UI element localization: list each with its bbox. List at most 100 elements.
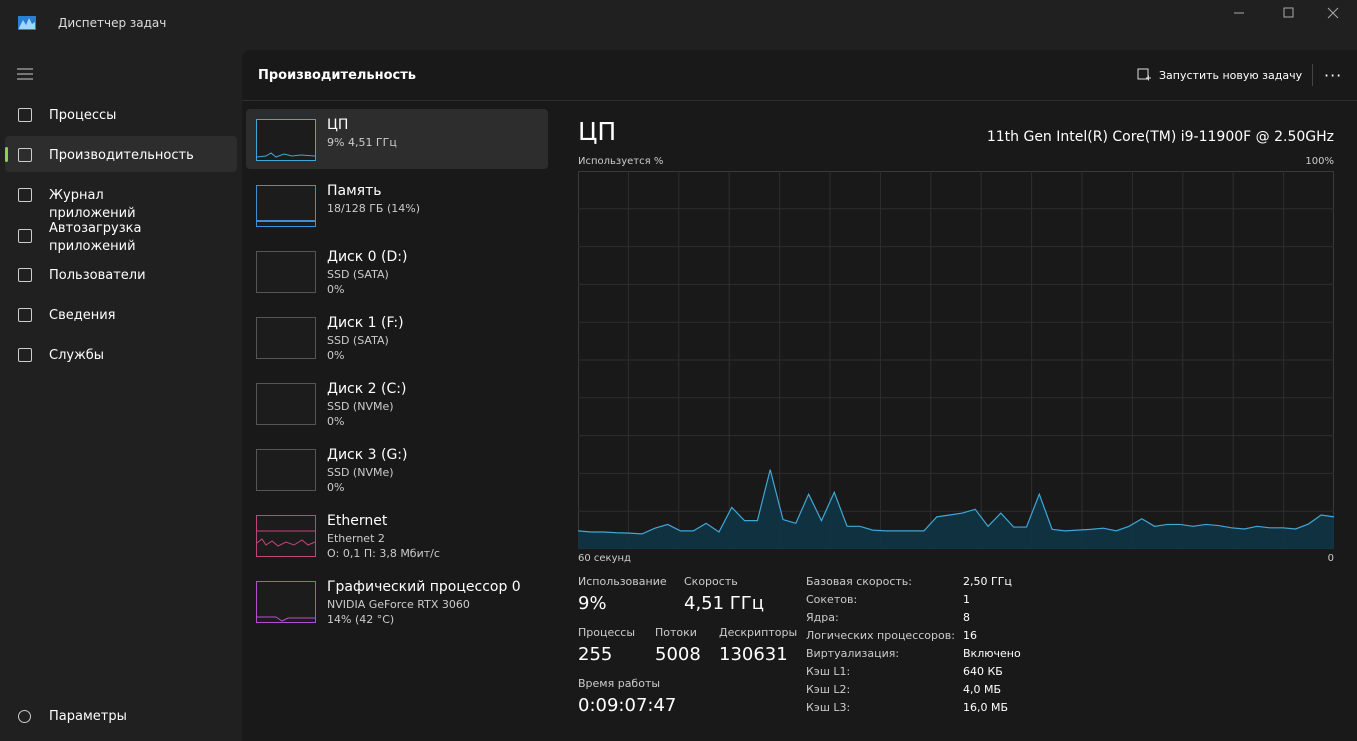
nav-item[interactable]: Автозагрузка приложений bbox=[49, 221, 142, 254]
device-thumbnail bbox=[256, 449, 316, 491]
nav-icon bbox=[18, 188, 32, 202]
detail-label: Логических процессоров: bbox=[806, 629, 955, 642]
device-detail: 18/128 ГБ (14%) bbox=[327, 202, 420, 215]
detail-value: 1 bbox=[963, 593, 970, 606]
detail-label: Виртуализация: bbox=[806, 647, 900, 660]
thumb-frame bbox=[256, 251, 316, 293]
detail-value: 16,0 МБ bbox=[963, 701, 1009, 714]
device-detail: SSD (NVMe) bbox=[327, 466, 394, 479]
device-detail: 0% bbox=[327, 415, 345, 428]
nav-icon bbox=[18, 268, 32, 282]
detail-label: Базовая скорость: bbox=[806, 575, 912, 588]
device-detail: SSD (NVMe) bbox=[327, 400, 394, 413]
window-controls[interactable] bbox=[1220, 0, 1357, 26]
stat-value: 4,51 ГГц bbox=[684, 593, 765, 614]
nav-selected bbox=[5, 136, 237, 172]
header-divider bbox=[242, 100, 1357, 101]
stat-label: Дескрипторы bbox=[719, 626, 798, 639]
thumb-frame bbox=[256, 185, 316, 227]
nav-item[interactable]: Службы bbox=[49, 348, 105, 363]
stat-value: 0:09:07:47 bbox=[578, 695, 677, 716]
device-name[interactable]: Графический процессор 0 bbox=[327, 579, 521, 595]
device-thumbnail bbox=[256, 515, 316, 557]
detail-value: Включено bbox=[963, 647, 1021, 660]
y-max-label: 100% bbox=[1305, 156, 1334, 167]
detail-value: 640 КБ bbox=[963, 665, 1003, 678]
nav-item[interactable]: Процессы bbox=[49, 108, 117, 123]
device-detail: 0% bbox=[327, 481, 345, 494]
thumb-frame bbox=[256, 383, 316, 425]
thumb-frame bbox=[256, 119, 316, 161]
stat-label: Потоки bbox=[655, 626, 697, 639]
thumb-line bbox=[256, 530, 316, 547]
device-thumbnail bbox=[256, 251, 316, 293]
device-name[interactable]: Диск 3 (G:) bbox=[327, 447, 408, 463]
device-thumbnail bbox=[256, 317, 316, 359]
device-detail: NVIDIA GeForce RTX 3060 bbox=[327, 598, 470, 611]
cpu-title: ЦП bbox=[578, 117, 617, 146]
cpu-line bbox=[578, 469, 1334, 535]
nav-icon bbox=[18, 108, 32, 122]
nav-icon bbox=[18, 348, 32, 362]
detail-value: 4,0 МБ bbox=[963, 683, 1002, 696]
detail-label: Кэш L1: bbox=[806, 665, 851, 678]
stat-label: Время работы bbox=[578, 677, 661, 690]
device-detail: 0% bbox=[327, 283, 345, 296]
settings-icon bbox=[18, 710, 31, 723]
y-axis-label: Используется % bbox=[578, 156, 664, 167]
stat-value: 255 bbox=[578, 644, 613, 665]
nav-item[interactable]: Пользователи bbox=[49, 268, 146, 283]
area-fill bbox=[578, 469, 1334, 549]
device-thumbnail bbox=[256, 581, 316, 623]
device-detail: 9% 4,51 ГГц bbox=[327, 136, 397, 149]
nav-indicator bbox=[5, 147, 8, 162]
thumb-frame bbox=[256, 317, 316, 359]
stat-label: Процессы bbox=[578, 626, 636, 639]
app-icon bbox=[18, 16, 36, 30]
menu-button[interactable] bbox=[17, 68, 33, 80]
stat-value: 9% bbox=[578, 593, 607, 614]
nav-settings[interactable]: Параметры bbox=[49, 709, 127, 724]
page-title: Производительность bbox=[258, 68, 417, 83]
divider bbox=[1312, 64, 1313, 86]
run-task-button[interactable]: Запустить новую задачу bbox=[1159, 69, 1303, 82]
device-thumbnail bbox=[256, 383, 316, 425]
device-detail: О: 0,1 П: 3,8 Мбит/с bbox=[327, 547, 440, 560]
device-detail: 0% bbox=[327, 349, 345, 362]
device-name[interactable]: ЦП bbox=[327, 117, 349, 133]
device-detail: Ethernet 2 bbox=[327, 532, 385, 545]
stat-label: Скорость bbox=[684, 575, 738, 588]
nav-icon bbox=[18, 229, 32, 243]
thumb-line bbox=[256, 152, 316, 158]
device-name[interactable]: Диск 2 (C:) bbox=[327, 381, 407, 397]
device-detail: SSD (SATA) bbox=[327, 268, 389, 281]
nav-item[interactable]: Сведения bbox=[49, 308, 116, 323]
nav-item[interactable]: Производительность bbox=[49, 148, 194, 163]
device-thumbnail bbox=[256, 119, 316, 161]
device-detail: 14% (42 °C) bbox=[327, 613, 395, 626]
x-left-label: 60 секунд bbox=[578, 553, 631, 564]
run-task-icon bbox=[1137, 68, 1151, 81]
nav-icon bbox=[18, 308, 32, 322]
device-name[interactable]: Диск 1 (F:) bbox=[327, 315, 404, 331]
thumb-frame bbox=[256, 449, 316, 491]
stat-label: Использование bbox=[578, 575, 667, 588]
stat-value: 130631 bbox=[719, 644, 788, 665]
detail-label: Сокетов: bbox=[806, 593, 858, 606]
device-name[interactable]: Память bbox=[327, 183, 382, 199]
nav-icon bbox=[18, 148, 32, 162]
thumb-frame bbox=[256, 515, 316, 557]
nav-item[interactable]: Журнал приложений bbox=[49, 188, 136, 221]
detail-value: 8 bbox=[963, 611, 970, 624]
stat-value: 5008 bbox=[655, 644, 701, 665]
detail-value: 2,50 ГГц bbox=[963, 575, 1012, 588]
device-name[interactable]: Диск 0 (D:) bbox=[327, 249, 408, 265]
device-thumbnail bbox=[256, 185, 316, 227]
thumb-frame bbox=[256, 581, 316, 623]
window-title: Диспетчер задач bbox=[58, 16, 167, 30]
detail-value: 16 bbox=[963, 629, 977, 642]
more-button[interactable]: ··· bbox=[1324, 66, 1343, 85]
cpu-graph bbox=[578, 171, 1334, 549]
device-name[interactable]: Ethernet bbox=[327, 513, 388, 529]
